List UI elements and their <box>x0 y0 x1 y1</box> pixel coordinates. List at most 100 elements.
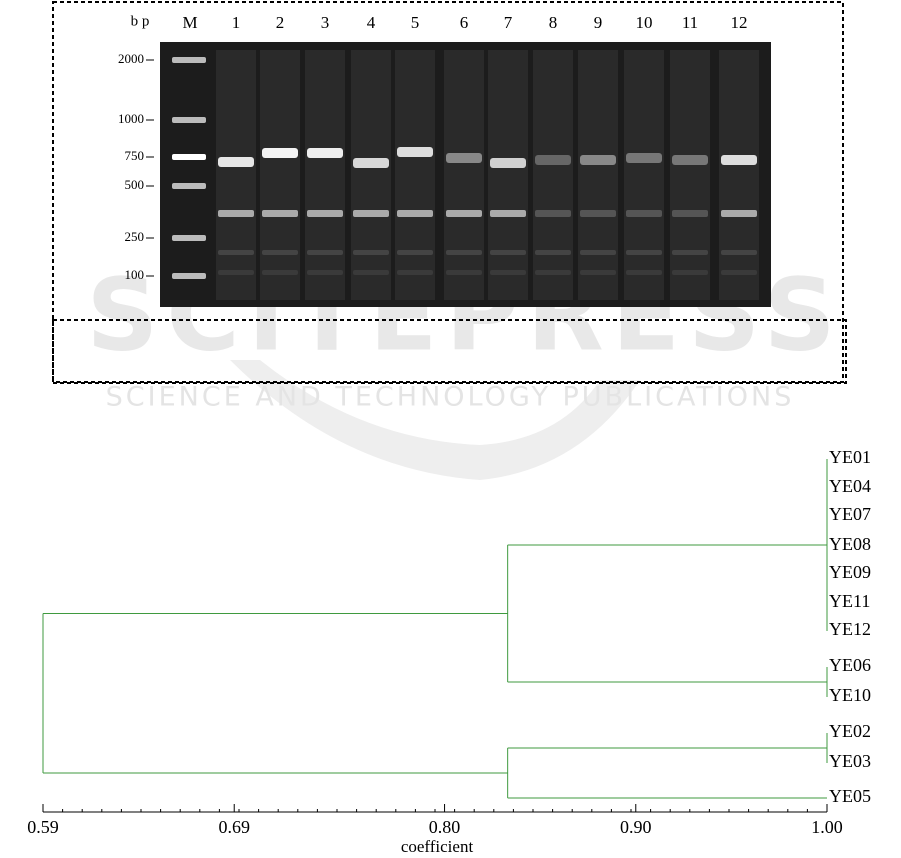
leaf-label: YE12 <box>829 619 871 639</box>
marker-size-label: 2000 <box>118 51 144 66</box>
band <box>490 250 526 255</box>
band <box>307 270 343 275</box>
x-tick-label: 0.90 <box>620 817 652 837</box>
marker-size-label: 100 <box>125 267 145 282</box>
band <box>580 250 616 255</box>
lane-smear <box>395 50 435 300</box>
lane-label: 5 <box>411 13 420 32</box>
watermark-subtitle: SCIENCE AND TECHNOLOGY PUBLICATIONS <box>106 382 795 413</box>
lane-label: 9 <box>594 13 603 32</box>
band <box>397 250 433 255</box>
marker-band <box>172 235 206 241</box>
band <box>307 250 343 255</box>
band <box>446 153 482 163</box>
band <box>490 270 526 275</box>
leaf-label: YE09 <box>829 562 871 582</box>
band <box>490 210 526 217</box>
lane-smear <box>260 50 300 300</box>
marker-band <box>172 183 206 189</box>
band <box>535 155 571 165</box>
leaf-label: YE05 <box>829 786 871 806</box>
leaf-label: YE08 <box>829 534 871 554</box>
band <box>218 250 254 255</box>
band <box>262 148 298 158</box>
band <box>397 147 433 157</box>
band <box>580 155 616 165</box>
lane-label: 10 <box>636 13 653 32</box>
x-tick-label: 0.80 <box>429 817 461 837</box>
lane-label: 8 <box>549 13 558 32</box>
x-tick-label: 0.69 <box>218 817 250 837</box>
lane-smear <box>533 50 573 300</box>
marker-size-label: 1000 <box>118 111 144 126</box>
lane-smear <box>719 50 759 300</box>
band <box>446 270 482 275</box>
band <box>353 270 389 275</box>
band <box>307 210 343 217</box>
band <box>535 210 571 217</box>
lane-label: 7 <box>504 13 513 32</box>
band <box>721 270 757 275</box>
marker-band <box>172 57 206 63</box>
watermark-swoosh <box>230 360 640 480</box>
lane-label: 1 <box>232 13 241 32</box>
band <box>397 210 433 217</box>
bp-label: b p <box>131 13 150 29</box>
leaf-label: YE02 <box>829 721 871 741</box>
band <box>353 250 389 255</box>
band <box>218 270 254 275</box>
band <box>218 157 254 167</box>
band <box>535 270 571 275</box>
lane-smear <box>624 50 664 300</box>
x-tick-label: 0.59 <box>27 817 59 837</box>
lane-label: 3 <box>321 13 330 32</box>
band <box>672 155 708 165</box>
leaf-label: YE04 <box>829 476 871 496</box>
band <box>446 210 482 217</box>
lane-smear <box>305 50 345 300</box>
lane-smear <box>670 50 710 300</box>
band <box>262 270 298 275</box>
x-tick-label: 1.00 <box>811 817 843 837</box>
lane-smear <box>578 50 618 300</box>
band <box>580 270 616 275</box>
lane-smear <box>444 50 484 300</box>
lane-label: 4 <box>367 13 376 32</box>
marker-band <box>172 154 206 160</box>
marker-band <box>172 273 206 279</box>
band <box>397 270 433 275</box>
lane-label: 12 <box>731 13 748 32</box>
band <box>307 148 343 158</box>
leaf-label: YE10 <box>829 685 871 705</box>
lane-smear <box>488 50 528 300</box>
band <box>672 250 708 255</box>
lane-label: 2 <box>276 13 285 32</box>
lane-label: 6 <box>460 13 469 32</box>
band <box>535 250 571 255</box>
marker-size-label: 750 <box>125 148 145 163</box>
marker-size-label: 250 <box>125 229 145 244</box>
band <box>490 158 526 168</box>
band <box>626 210 662 217</box>
band <box>262 250 298 255</box>
band <box>721 210 757 217</box>
lane-label: 11 <box>682 13 698 32</box>
band <box>626 153 662 163</box>
band <box>353 158 389 168</box>
lane-smear <box>351 50 391 300</box>
lane-label: M <box>182 13 197 32</box>
marker-size-label: 500 <box>125 177 145 192</box>
band <box>353 210 389 217</box>
lane-smear <box>216 50 256 300</box>
band <box>262 210 298 217</box>
dendrogram: 0.59 0.69 0.80 0.90 1.00 YE01 YE04 YE07 YE08 YE09… <box>27 447 871 837</box>
band <box>580 210 616 217</box>
dashed-box <box>52 319 847 384</box>
band <box>446 250 482 255</box>
leaf-label: YE03 <box>829 751 871 771</box>
x-axis-label: coefficient <box>401 837 474 856</box>
band <box>721 250 757 255</box>
band <box>672 270 708 275</box>
